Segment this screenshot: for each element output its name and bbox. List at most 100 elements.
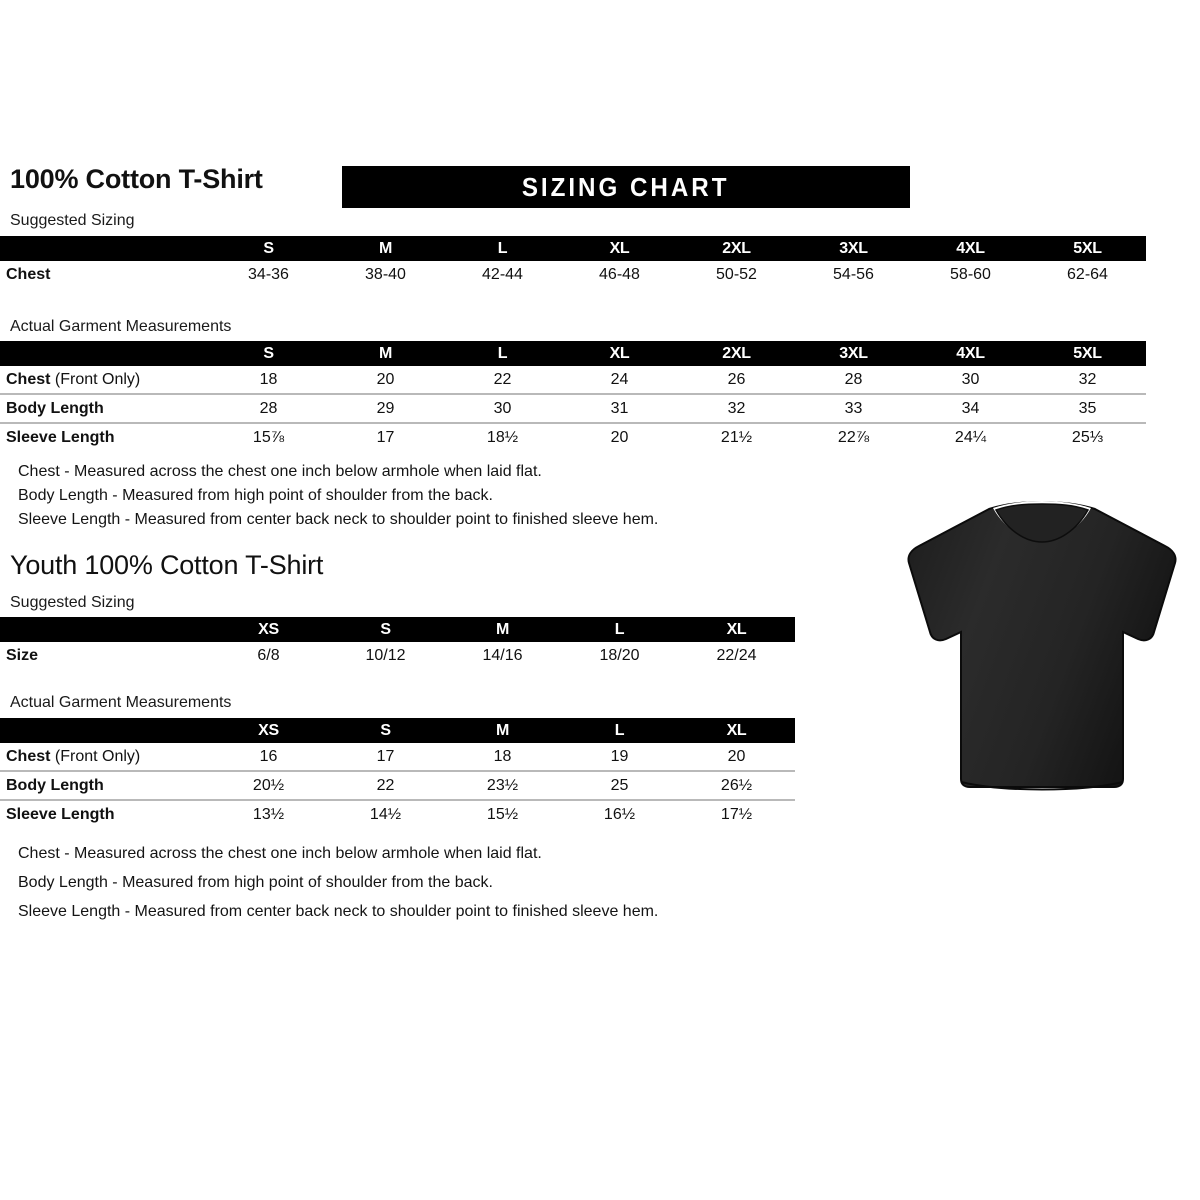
adult-suggested-column-header: L xyxy=(444,236,561,261)
adult-actual-column-header: 4XL xyxy=(912,341,1029,366)
adult-actual-header-row: S M L XL 2XL 3XL 4XL 5XL xyxy=(0,341,1146,366)
youth-actual-cell: 23½ xyxy=(444,770,561,800)
youth-actual-cell: 14½ xyxy=(327,799,444,828)
adult-actual-cell: 18 xyxy=(259,370,278,388)
youth-actual-row-label-note: (Front Only) xyxy=(54,747,141,765)
table-row: Size 6/8 10/12 14/16 18/20 22/24 xyxy=(0,642,795,669)
adult-suggested-cell: 62-64 xyxy=(1067,265,1108,283)
adult-actual-cell: 30 xyxy=(961,370,980,388)
adult-suggested-column-header: M xyxy=(327,236,444,261)
adult-actual-cell: 32 xyxy=(678,393,795,423)
adult-note-body-length: Body Length - Measured from high point o… xyxy=(18,487,493,504)
adult-actual-cell: 34 xyxy=(912,393,1029,423)
adult-suggested-cell: 38-40 xyxy=(365,265,406,283)
black-tshirt-illustration xyxy=(893,492,1191,802)
adult-actual-cell: 25⅓ xyxy=(1029,422,1146,451)
youth-suggested-header-row: XS S M L XL xyxy=(0,617,795,642)
adult-header-row: 100% Cotton T-Shirt SIZING CHART xyxy=(10,164,910,212)
youth-suggested-column-header xyxy=(0,617,210,642)
adult-actual-cell: 20 xyxy=(376,370,395,388)
youth-section-title: Youth 100% Cotton T-Shirt xyxy=(10,550,324,580)
adult-actual-column-header: S xyxy=(210,341,327,366)
youth-actual-cell: 19 xyxy=(610,747,629,765)
youth-suggested-column-header: L xyxy=(561,617,678,642)
youth-suggested-column-header: S xyxy=(327,617,444,642)
adult-actual-cell: 32 xyxy=(1078,370,1097,388)
youth-actual-column-header: S xyxy=(327,718,444,743)
youth-actual-cell: 15½ xyxy=(444,799,561,828)
adult-actual-row-label: Chest (Front Only) xyxy=(6,370,141,388)
youth-actual-cell: 17½ xyxy=(678,799,795,828)
adult-actual-cell: 18½ xyxy=(444,422,561,451)
adult-suggested-column-header: XL xyxy=(561,236,678,261)
youth-suggested-cell: 18/20 xyxy=(599,646,640,664)
adult-suggested-column-header xyxy=(0,236,210,261)
banner-title: SIZING CHART xyxy=(522,171,730,202)
adult-note-chest: Chest - Measured across the chest one in… xyxy=(18,463,542,480)
youth-actual-cell: 18 xyxy=(493,747,512,765)
youth-actual-measurements-label: Actual Garment Measurements xyxy=(10,694,232,711)
adult-suggested-sizing-label: Suggested Sizing xyxy=(10,212,135,229)
adult-actual-cell: 26 xyxy=(727,370,746,388)
adult-actual-cell: 29 xyxy=(327,393,444,423)
youth-suggested-row-label: Size xyxy=(6,646,39,664)
youth-suggested-sizing-label: Suggested Sizing xyxy=(10,594,135,611)
table-row: Sleeve Length 13½ 14½ 15½ 16½ 17½ xyxy=(0,799,795,828)
adult-actual-column-header: M xyxy=(327,341,444,366)
adult-actual-cell: 20 xyxy=(561,422,678,451)
adult-actual-row-label-note: (Front Only) xyxy=(54,370,141,388)
adult-actual-cell: 24¼ xyxy=(912,422,1029,451)
adult-suggested-column-header: 3XL xyxy=(795,236,912,261)
adult-suggested-cell: 46-48 xyxy=(599,265,640,283)
adult-actual-cell: 15⅞ xyxy=(210,422,327,451)
adult-actual-column-header: 5XL xyxy=(1029,341,1146,366)
youth-note-sleeve-length: Sleeve Length - Measured from center bac… xyxy=(18,903,659,920)
adult-actual-cell: 31 xyxy=(561,393,678,423)
youth-suggested-cell: 10/12 xyxy=(365,646,406,664)
adult-suggested-row-label: Chest xyxy=(6,265,51,283)
youth-suggested-column-header: XS xyxy=(210,617,327,642)
youth-actual-cell: 17 xyxy=(376,747,395,765)
sizing-chart-banner: SIZING CHART xyxy=(342,166,910,208)
youth-actual-column-header: XS xyxy=(210,718,327,743)
table-row: Sleeve Length 15⅞ 17 18½ 20 21½ 22⅞ 24¼ 25⅓ xyxy=(0,422,1146,451)
youth-actual-row-label: Body Length xyxy=(0,770,210,800)
youth-actual-measurements-table: XS S M L XL Chest (Front Only) 16 17 18 19 20 Body … xyxy=(0,718,795,828)
adult-actual-cell: 28 xyxy=(844,370,863,388)
page-title: 100% Cotton T-Shirt xyxy=(10,164,263,194)
table-row: Chest (Front Only) 16 17 18 19 20 xyxy=(0,743,795,771)
youth-suggested-column-header: XL xyxy=(678,617,795,642)
adult-actual-cell: 22⅞ xyxy=(795,422,912,451)
youth-actual-column-header: L xyxy=(561,718,678,743)
table-row: Body Length 28 29 30 31 32 33 34 35 xyxy=(0,393,1146,423)
adult-suggested-cell: 42-44 xyxy=(482,265,523,283)
youth-suggested-cell: 22/24 xyxy=(716,646,757,664)
adult-actual-column-header: L xyxy=(444,341,561,366)
adult-actual-cell: 17 xyxy=(327,422,444,451)
youth-actual-cell: 22 xyxy=(327,770,444,800)
adult-actual-cell: 24 xyxy=(610,370,629,388)
table-row: Chest 34-36 38-40 42-44 46-48 50-52 54-56 58-60… xyxy=(0,261,1146,288)
youth-suggested-cell: 6/8 xyxy=(257,646,280,664)
table-row: Body Length 20½ 22 23½ 25 26½ xyxy=(0,770,795,800)
table-row: Chest (Front Only) 18 20 22 24 26 28 30 32 xyxy=(0,366,1146,394)
youth-actual-cell: 20½ xyxy=(210,770,327,800)
adult-suggested-column-header: 5XL xyxy=(1029,236,1146,261)
adult-actual-column-header: XL xyxy=(561,341,678,366)
adult-actual-cell: 30 xyxy=(444,393,561,423)
adult-actual-measurements-label: Actual Garment Measurements xyxy=(10,318,232,335)
adult-actual-cell: 21½ xyxy=(678,422,795,451)
adult-actual-row-label: Sleeve Length xyxy=(0,422,210,451)
adult-actual-column-header xyxy=(0,341,210,366)
youth-suggested-column-header: M xyxy=(444,617,561,642)
youth-actual-cell: 13½ xyxy=(210,799,327,828)
adult-suggested-column-header: 2XL xyxy=(678,236,795,261)
youth-actual-cell: 26½ xyxy=(678,770,795,800)
youth-note-chest: Chest - Measured across the chest one in… xyxy=(18,845,542,862)
adult-actual-cell: 35 xyxy=(1029,393,1146,423)
youth-actual-row-label: Sleeve Length xyxy=(0,799,210,828)
adult-suggested-cell: 50-52 xyxy=(716,265,757,283)
adult-actual-cell: 22 xyxy=(493,370,512,388)
youth-actual-cell: 20 xyxy=(727,747,746,765)
